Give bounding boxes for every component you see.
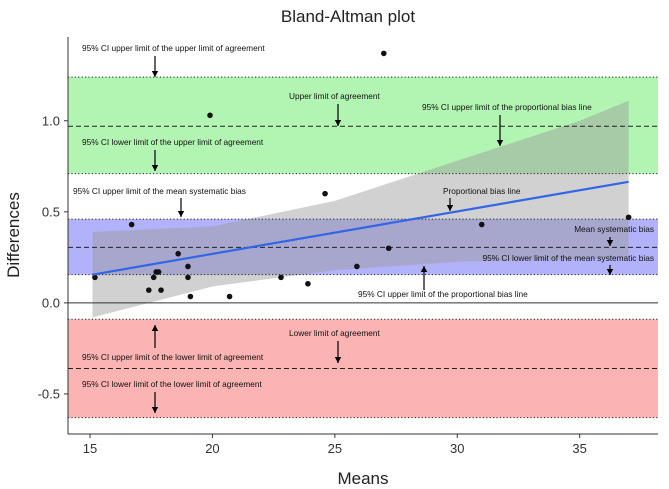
annotation-arrowhead-5 (446, 205, 454, 211)
annotation-arrowhead-3 (151, 165, 159, 171)
data-point-9 (185, 263, 191, 270)
data-point-2 (145, 287, 152, 293)
data-point-14 (305, 280, 311, 287)
annotation-arrowhead-0 (151, 71, 159, 77)
data-point-16 (354, 263, 360, 270)
data-point-13 (278, 274, 284, 281)
annotation-ci-lower-mean-bias: 95% CI lower limit of the mean systemati… (482, 253, 654, 263)
reference-lines-layer (68, 76, 658, 419)
proportional-bias-ci-ribbon (92, 100, 629, 318)
annotation-arrowhead-11 (151, 407, 159, 413)
data-point-15 (322, 190, 328, 197)
annotation-arrowhead-9 (151, 325, 159, 331)
y-ticks: -0.5 0.0 0.5 1.0 (38, 113, 68, 401)
data-point-12 (226, 293, 233, 300)
data-point-20 (625, 214, 632, 221)
data-point-11 (207, 112, 213, 119)
annotations: 95% CI upper limit of the upper limit of… (73, 43, 654, 389)
x-axis-title: Means (337, 469, 388, 488)
band-0 (68, 77, 658, 174)
x-tick-label: 35 (572, 441, 586, 456)
annotation-arrowhead-7 (606, 269, 614, 275)
trend-layer (92, 180, 629, 276)
annotation-ci-upper-upper-loa: 95% CI upper limit of the upper limit of… (82, 43, 265, 53)
data-point-18 (385, 245, 392, 252)
data-point-6 (158, 287, 164, 293)
data-point-17 (381, 50, 387, 57)
chart-title: Bland-Altman plot (281, 7, 415, 26)
annotation-ci-upper-proportional-bias: 95% CI upper limit of the proportional b… (422, 102, 592, 112)
annotation-mean-systematic-bias: Mean systematic bias (574, 224, 654, 234)
data-point-7 (175, 250, 181, 257)
annotation-lower-loa: Lower limit of agreement (289, 328, 381, 338)
y-tick-label: -0.5 (38, 386, 60, 401)
annotation-arrowhead-8 (420, 266, 428, 272)
data-point-5 (155, 269, 162, 275)
y-tick-label: 1.0 (42, 113, 60, 128)
annotation-ci-lower-upper-loa: 95% CI lower limit of the upper limit of… (82, 137, 264, 147)
x-tick-label: 20 (205, 441, 219, 456)
y-tick-label: 0.5 (42, 204, 60, 219)
annotation-arrowhead-4 (177, 211, 185, 217)
x-ticks: 15 20 25 30 35 (83, 434, 587, 456)
data-point-10 (187, 293, 194, 300)
points-layer (92, 50, 632, 300)
annotation-ci-upper-lower-loa: 95% CI upper limit of the lower limit of… (82, 352, 264, 362)
annotation-arrowhead-10 (334, 357, 342, 363)
y-tick-label: 0.0 (42, 295, 60, 310)
x-tick-label: 25 (328, 441, 342, 456)
data-point-8 (185, 274, 191, 281)
annotation-ci-upper-mean-bias: 95% CI upper limit of the mean systemati… (73, 186, 246, 196)
data-point-19 (478, 221, 485, 228)
annotation-arrowhead-2 (496, 140, 504, 146)
y-axis-title: Differences (4, 192, 23, 278)
annotation-proportional-bias-line: Proportional bias line (443, 186, 521, 196)
plot-area (68, 50, 658, 419)
ci-layer (92, 100, 629, 318)
annotation-arrowhead-6 (606, 240, 614, 246)
data-point-0 (92, 274, 98, 281)
arrows-layer (151, 56, 614, 413)
annotation-upper-loa: Upper limit of agreement (289, 91, 381, 101)
annotation-ci-lower-lower-loa: 95% CI lower limit of the lower limit of… (82, 379, 263, 389)
annotation-ci-upper-proportional-bias-lower: 95% CI upper limit of the proportional b… (358, 289, 528, 299)
data-point-1 (128, 221, 135, 228)
data-point-3 (150, 274, 157, 281)
proportional-bias-line (92, 180, 629, 276)
x-tick-label: 15 (83, 441, 97, 456)
annotation-arrowhead-1 (334, 120, 342, 126)
x-tick-label: 30 (450, 441, 464, 456)
